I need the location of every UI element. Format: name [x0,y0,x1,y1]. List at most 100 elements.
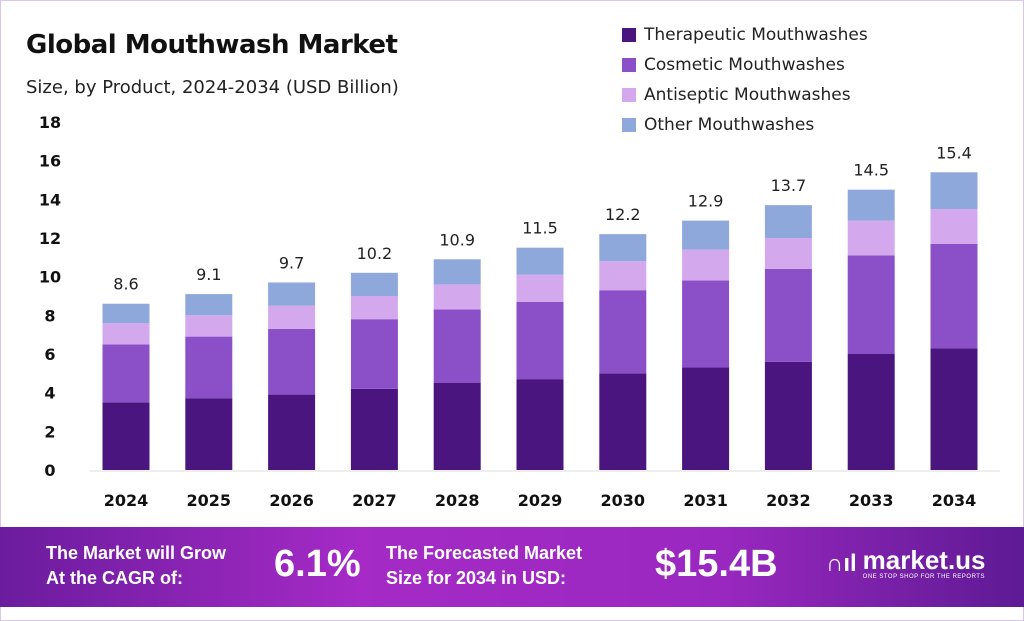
bar-segment-cosmetic-mouthwashes [930,243,978,349]
bar-segment-antiseptic-mouthwashes [847,220,895,256]
x-tick-label: 2024 [104,491,149,510]
cagr-value: 6.1% [274,543,361,585]
bar-segment-antiseptic-mouthwashes [185,315,233,337]
forecast-label-line2: Size for 2034 in USD: [386,568,567,588]
bar-segment-other-mouthwashes [682,220,730,250]
market-us-logo: ∩ıl market.us ONE STOP SHOP FOR THE REPO… [826,547,986,581]
bar-segment-cosmetic-mouthwashes [682,280,730,368]
total-label: 8.6 [113,275,138,294]
bar-segment-other-mouthwashes [764,205,812,238]
cagr-label-line2: At the CAGR of: [46,568,183,588]
legend-swatch [622,88,636,102]
bar-segment-therapeutic-mouthwashes [930,348,978,470]
chart-title: Global Mouthwash Market [26,30,398,60]
bar-segment-other-mouthwashes [102,303,150,324]
bar-segment-antiseptic-mouthwashes [516,274,564,302]
bar-segment-antiseptic-mouthwashes [764,238,812,269]
bar-segment-therapeutic-mouthwashes [433,383,481,470]
y-tick-label: 4 [44,384,55,403]
bar-segment-cosmetic-mouthwashes [764,268,812,362]
y-tick-label: 8 [44,306,55,325]
bar-segment-therapeutic-mouthwashes [268,394,316,470]
bar-segment-cosmetic-mouthwashes [433,309,481,383]
total-label: 15.4 [936,143,972,162]
bar-segment-other-mouthwashes [516,247,564,275]
bar-segment-other-mouthwashes [268,282,316,306]
x-tick-label: 2030 [601,491,646,510]
legend-label: Cosmetic Mouthwashes [644,55,845,75]
bar-segment-antiseptic-mouthwashes [682,249,730,281]
total-label: 13.7 [771,176,807,195]
legend-label: Other Mouthwashes [644,115,815,135]
total-label: 10.9 [439,230,475,249]
legend-label: Therapeutic Mouthwashes [644,25,868,45]
bar-segment-cosmetic-mouthwashes [847,255,895,354]
y-tick-label: 18 [39,113,61,132]
y-tick-label: 12 [39,229,61,248]
legend-swatch [622,118,636,132]
bar-segment-other-mouthwashes [847,189,895,221]
forecast-label: The Forecasted Market Size for 2034 in U… [386,541,582,591]
x-tick-label: 2025 [187,491,232,510]
total-label: 9.7 [279,253,304,272]
bar-segment-other-mouthwashes [350,272,398,296]
bar-segment-cosmetic-mouthwashes [268,328,316,395]
bar-segment-antiseptic-mouthwashes [350,296,398,320]
x-tick-label: 2028 [435,491,480,510]
y-tick-label: 6 [44,345,55,364]
bar-segment-antiseptic-mouthwashes [930,209,978,244]
x-tick-label: 2033 [849,491,894,510]
total-label: 10.2 [357,244,393,263]
bar-segment-antiseptic-mouthwashes [102,323,150,345]
x-tick-label: 2031 [683,491,728,510]
bar-segment-therapeutic-mouthwashes [764,361,812,470]
bar-segment-therapeutic-mouthwashes [102,402,150,470]
summary-banner: The Market will Grow At the CAGR of: 6.1… [0,527,1024,607]
total-label: 14.5 [853,161,889,180]
legend-label: Antiseptic Mouthwashes [644,85,851,105]
y-tick-label: 0 [44,461,55,480]
legend-swatch [622,58,636,72]
y-tick-label: 2 [44,422,55,441]
bar-segment-cosmetic-mouthwashes [516,301,564,380]
bar-segment-antiseptic-mouthwashes [268,305,316,329]
cagr-label-line1: The Market will Grow [46,543,227,563]
legend-item: Cosmetic Mouthwashes [622,50,868,80]
legend-item: Antiseptic Mouthwashes [622,80,868,110]
logo-mark-icon: ∩ıl [826,550,857,577]
bar-segment-therapeutic-mouthwashes [516,379,564,470]
bar-segment-other-mouthwashes [185,294,233,316]
legend-item: Therapeutic Mouthwashes [622,20,868,50]
bar-segment-other-mouthwashes [930,172,978,209]
y-tick-label: 14 [39,190,61,209]
total-label: 9.1 [196,265,221,284]
forecast-label-line1: The Forecasted Market [386,543,583,563]
x-tick-label: 2032 [766,491,811,510]
bar-segment-therapeutic-mouthwashes [599,373,647,470]
legend-swatch [622,28,636,42]
stacked-bar-chart: 0 2 4 6 8 10 12 14 16 18 8.6 2024 9.1 2025 9.7 2026 10.2… [39,113,1000,510]
legend-item: Other Mouthwashes [622,110,868,140]
cagr-label: The Market will Grow At the CAGR of: [46,541,226,591]
bar-segment-therapeutic-mouthwashes [847,354,895,470]
bar-segment-therapeutic-mouthwashes [682,367,730,470]
logo-name: market.us [862,545,986,575]
forecast-value: $15.4B [655,543,778,585]
x-tick-label: 2027 [352,491,397,510]
y-tick-label: 10 [39,268,61,287]
chart-subtitle: Size, by Product, 2024-2034 (USD Billion… [26,77,399,98]
logo-tagline: ONE STOP SHOP FOR THE REPORTS [862,574,985,580]
x-tick-label: 2034 [932,491,977,510]
y-tick-label: 16 [39,152,61,171]
bar-segment-cosmetic-mouthwashes [350,319,398,389]
bar-segment-therapeutic-mouthwashes [185,398,233,470]
total-label: 11.5 [522,219,558,238]
bar-segment-therapeutic-mouthwashes [350,388,398,470]
legend: Therapeutic Mouthwashes Cosmetic Mouthwas… [622,20,868,140]
bar-segment-cosmetic-mouthwashes [102,344,150,403]
bar-segment-antiseptic-mouthwashes [433,284,481,310]
bar-segment-cosmetic-mouthwashes [599,290,647,374]
total-label: 12.2 [605,205,641,224]
bar-segment-cosmetic-mouthwashes [185,336,233,399]
x-tick-label: 2026 [269,491,314,510]
